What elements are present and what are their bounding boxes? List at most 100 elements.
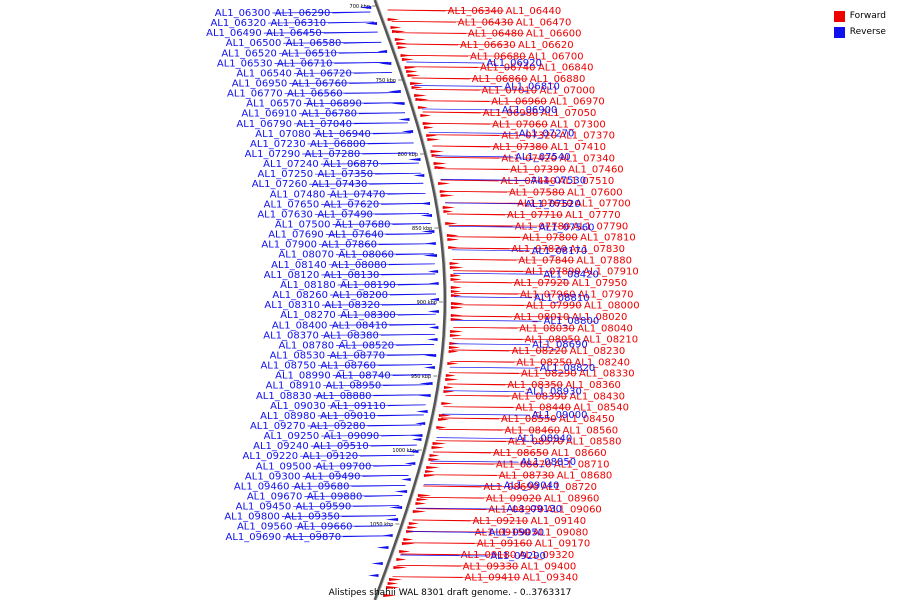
gene-label[interactable]: AL1_07040 bbox=[296, 119, 352, 130]
gene-label[interactable]: AL1_09240 bbox=[253, 441, 309, 452]
gene-label[interactable]: AL1_08180 bbox=[280, 280, 336, 291]
gene-label[interactable]: AL1_07390 bbox=[510, 165, 566, 176]
gene-label[interactable]: AL1_09300 bbox=[245, 471, 301, 482]
gene-label[interactable]: AL1_08250 bbox=[516, 357, 572, 368]
gene-label[interactable]: AL1_09270 bbox=[250, 421, 306, 432]
gene-label[interactable]: AL1_08080 bbox=[331, 260, 387, 271]
gene-label[interactable]: AL1_08170 bbox=[532, 246, 588, 257]
gene-label[interactable]: AL1_07630 bbox=[257, 209, 313, 220]
gene-label[interactable]: AL1_08010 bbox=[514, 312, 570, 323]
gene-label[interactable]: AL1_07080 bbox=[255, 129, 311, 140]
gene-label[interactable]: AL1_07520 bbox=[525, 199, 581, 210]
gene-label[interactable]: AL1_08930 bbox=[526, 387, 582, 398]
gene-label[interactable]: AL1_09110 bbox=[330, 401, 386, 412]
gene-label[interactable]: AL1_09340 bbox=[523, 573, 579, 584]
gene-label[interactable]: AL1_07410 bbox=[550, 142, 606, 153]
gene-label[interactable]: AL1_08210 bbox=[583, 335, 639, 346]
gene-label[interactable]: AL1_08660 bbox=[551, 448, 607, 459]
gene-label[interactable]: AL1_09140 bbox=[530, 516, 586, 527]
gene-label[interactable]: AL1_09500 bbox=[256, 461, 312, 472]
gene-label[interactable]: AL1_07780 bbox=[515, 221, 571, 232]
gene-label[interactable]: AL1_07790 bbox=[573, 221, 629, 232]
gene-label[interactable]: AL1_07440 bbox=[501, 176, 557, 187]
gene-label[interactable]: AL1_08550 bbox=[501, 414, 557, 425]
gene-label[interactable]: AL1_06860 bbox=[472, 74, 528, 85]
gene-label[interactable]: AL1_09680 bbox=[294, 481, 350, 492]
gene-label[interactable]: AL1_07280 bbox=[305, 149, 361, 160]
gene-label[interactable]: AL1_09560 bbox=[237, 522, 293, 533]
gene-label[interactable]: AL1_06540 bbox=[236, 68, 292, 79]
gene-label[interactable]: AL1_08430 bbox=[569, 391, 625, 402]
gene-label[interactable]: AL1_07580 bbox=[509, 187, 565, 198]
gene-label[interactable]: AL1_09160 bbox=[477, 539, 533, 550]
gene-label[interactable]: AL1_07960 bbox=[520, 289, 576, 300]
gene-label[interactable]: AL1_08580 bbox=[566, 437, 622, 448]
gene-label[interactable]: AL1_06490 bbox=[206, 28, 262, 39]
gene-label[interactable]: AL1_08040 bbox=[577, 323, 633, 334]
gene-label[interactable]: AL1_07620 bbox=[324, 199, 380, 210]
gene-label[interactable]: AL1_07610 bbox=[517, 199, 573, 210]
gene-label[interactable]: AL1_08560 bbox=[563, 425, 619, 436]
gene-label[interactable]: AL1_06440 bbox=[506, 6, 562, 17]
gene-label[interactable]: AL1_07060 bbox=[492, 119, 548, 130]
gene-label[interactable]: AL1_07260 bbox=[252, 179, 308, 190]
gene-label[interactable]: AL1_07900 bbox=[261, 240, 317, 251]
gene-label[interactable]: AL1_07050 bbox=[541, 108, 597, 119]
gene-label[interactable]: AL1_08410 bbox=[332, 320, 388, 331]
gene-label[interactable]: AL1_07240 bbox=[263, 159, 319, 170]
gene-label[interactable]: AL1_08940 bbox=[517, 434, 573, 445]
gene-label[interactable]: AL1_07820 bbox=[511, 244, 567, 255]
gene-label[interactable]: AL1_07680 bbox=[335, 220, 391, 231]
gene-label[interactable]: AL1_09090 bbox=[324, 431, 380, 442]
gene-label[interactable]: AL1_06450 bbox=[266, 28, 322, 39]
gene-label[interactable]: AL1_09130 bbox=[506, 504, 562, 515]
gene-label[interactable]: AL1_09120 bbox=[303, 451, 359, 462]
gene-label[interactable]: AL1_07230 bbox=[250, 139, 306, 150]
gene-label[interactable]: AL1_09880 bbox=[307, 491, 363, 502]
gene-label[interactable]: AL1_09350 bbox=[284, 512, 340, 523]
gene-label[interactable]: AL1_07370 bbox=[559, 131, 615, 142]
gene-label[interactable]: AL1_07770 bbox=[565, 210, 621, 221]
gene-label[interactable]: AL1_09870 bbox=[286, 532, 342, 543]
gene-label[interactable]: AL1_06960 bbox=[491, 97, 547, 108]
gene-label[interactable]: AL1_06480 bbox=[468, 29, 524, 40]
gene-label[interactable]: AL1_07700 bbox=[575, 199, 631, 210]
gene-label[interactable]: AL1_09060 bbox=[546, 505, 602, 516]
gene-label[interactable]: AL1_09080 bbox=[533, 527, 589, 538]
gene-label[interactable]: AL1_08120 bbox=[264, 270, 320, 281]
gene-label[interactable]: AL1_06880 bbox=[530, 74, 586, 85]
gene-label[interactable]: AL1_06710 bbox=[277, 58, 333, 69]
gene-label[interactable]: AL1_08730 bbox=[499, 471, 555, 482]
gene-label[interactable]: AL1_08220 bbox=[512, 346, 568, 357]
gene-label[interactable]: AL1_07990 bbox=[526, 301, 582, 312]
gene-label[interactable]: AL1_06890 bbox=[306, 99, 362, 110]
gene-label[interactable]: AL1_06970 bbox=[549, 97, 605, 108]
gene-label[interactable]: AL1_08750 bbox=[260, 361, 316, 372]
gene-label[interactable]: AL1_07430 bbox=[312, 179, 368, 190]
gene-label[interactable]: AL1_08540 bbox=[573, 403, 629, 414]
gene-label[interactable]: AL1_08300 bbox=[340, 310, 396, 321]
gene-label[interactable]: AL1_06600 bbox=[526, 29, 582, 40]
gene-label[interactable]: AL1_09020 bbox=[486, 493, 542, 504]
gene-label[interactable]: AL1_07380 bbox=[492, 142, 548, 153]
gene-label[interactable]: AL1_07560 bbox=[539, 222, 595, 233]
gene-label[interactable]: AL1_06310 bbox=[270, 18, 326, 29]
gene-label[interactable]: AL1_08530 bbox=[270, 350, 326, 361]
gene-label[interactable]: AL1_08520 bbox=[339, 340, 395, 351]
gene-label[interactable]: AL1_06620 bbox=[518, 40, 574, 51]
gene-label[interactable]: AL1_08770 bbox=[330, 350, 386, 361]
gene-label[interactable]: AL1_06430 bbox=[458, 17, 514, 28]
gene-label[interactable]: AL1_07300 bbox=[550, 119, 606, 130]
gene-label[interactable]: AL1_08310 bbox=[264, 300, 320, 311]
gene-label[interactable]: AL1_07510 bbox=[559, 176, 615, 187]
gene-label[interactable]: AL1_07000 bbox=[540, 85, 596, 96]
gene-label[interactable]: AL1_07500 bbox=[275, 220, 331, 231]
gene-label[interactable]: AL1_06870 bbox=[323, 159, 379, 170]
gene-label[interactable]: AL1_06680 bbox=[470, 51, 526, 62]
gene-label[interactable]: AL1_08380 bbox=[323, 330, 379, 341]
gene-label[interactable]: AL1_09320 bbox=[519, 550, 575, 561]
gene-label[interactable]: AL1_07950 bbox=[572, 278, 628, 289]
gene-label[interactable]: AL1_07650 bbox=[264, 199, 320, 210]
gene-label[interactable]: AL1_08130 bbox=[324, 270, 380, 281]
gene-label[interactable]: AL1_08880 bbox=[316, 391, 372, 402]
